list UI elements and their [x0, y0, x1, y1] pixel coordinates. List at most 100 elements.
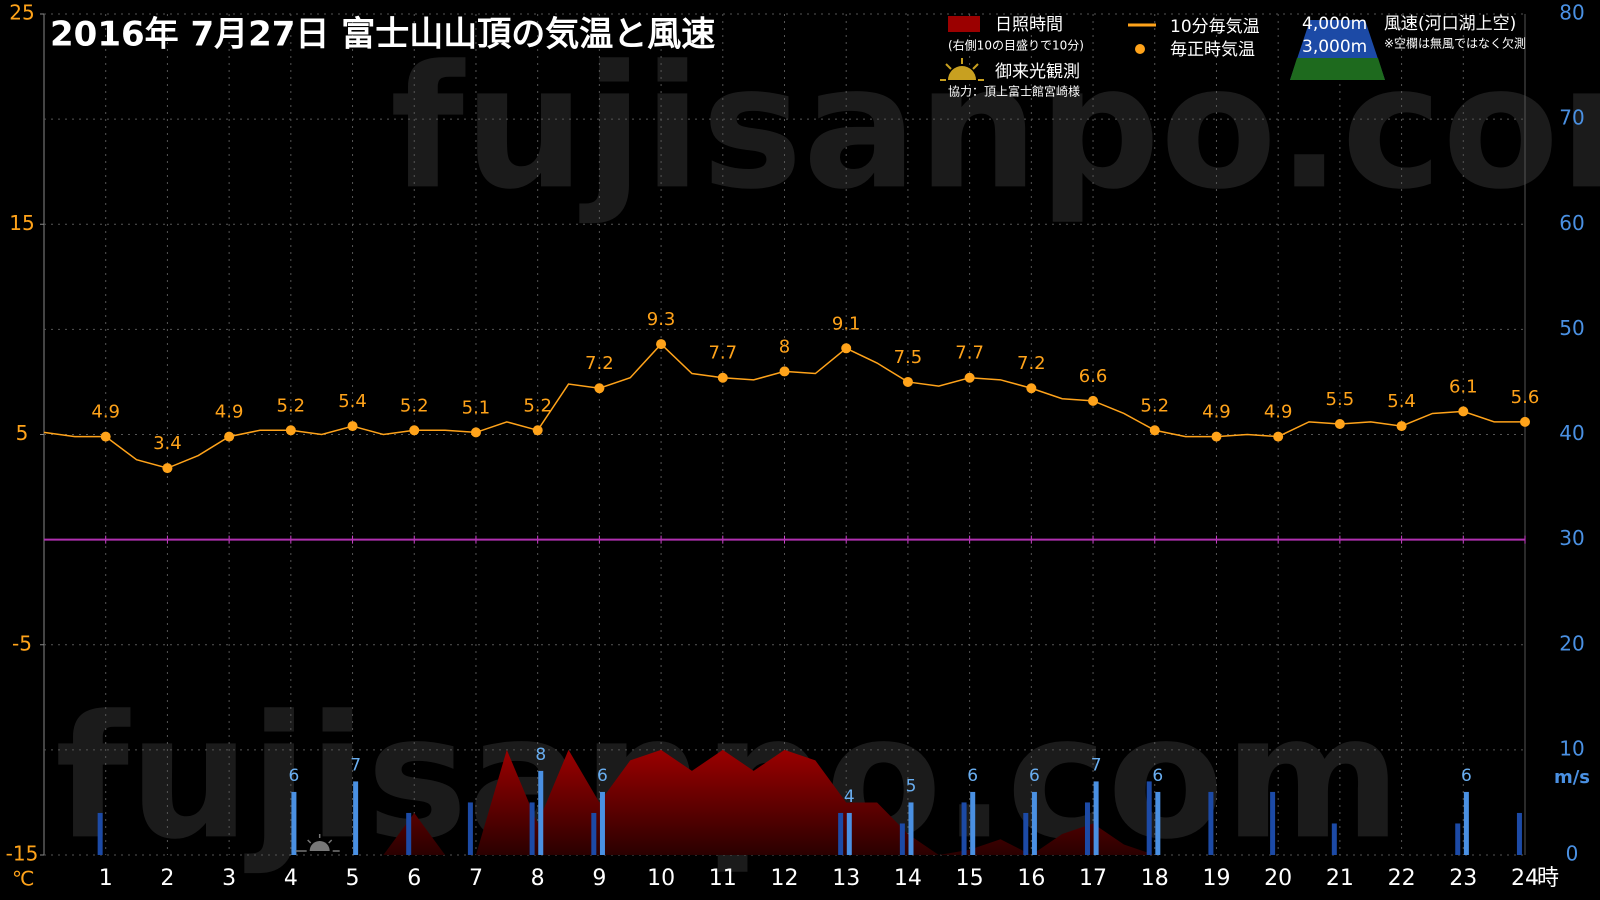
data-label: 5.1	[462, 397, 491, 418]
y2-tick-label: 70	[1559, 106, 1584, 130]
hourly-point	[1458, 406, 1469, 417]
x-tick-label: 6	[407, 866, 421, 891]
data-label: 5.2	[1140, 395, 1169, 416]
data-label: 7.7	[955, 343, 984, 364]
hourly-point	[285, 425, 296, 436]
hourly-point	[347, 421, 358, 432]
hourly-point	[1396, 421, 1407, 432]
data-label: 5.2	[523, 395, 552, 416]
wind-bar	[599, 791, 605, 855]
hourly-point	[532, 425, 543, 436]
wind-note: ※空欄は無風ではなく欠測	[1384, 36, 1526, 51]
wind-bar	[538, 770, 544, 855]
x-tick-label: 23	[1449, 866, 1477, 891]
wind-bar	[1084, 802, 1090, 855]
x-tick-label: 4	[284, 866, 298, 891]
y2-tick-label: 30	[1559, 526, 1584, 550]
data-label: 9.1	[832, 313, 861, 334]
credit: 協力：頂上富士館宮崎様	[948, 84, 1080, 99]
data-label: 8	[779, 336, 790, 357]
wind-bar	[1023, 812, 1029, 855]
wind-bar	[961, 802, 967, 855]
legend-label: 日照時間	[995, 15, 1063, 35]
chart-title: 2016年 7月27日 富士山山頂の気温と風速	[50, 15, 715, 55]
legend-label: 4,000m	[1302, 14, 1367, 34]
hourly-point	[779, 366, 790, 377]
wind-label: 7	[1091, 755, 1102, 775]
data-label: 5.5	[1326, 389, 1355, 410]
sunshine-area	[44, 749, 1525, 855]
x-tick-label: 10	[647, 866, 675, 891]
legend-swatch	[948, 16, 980, 32]
y-tick-label: -15	[6, 842, 39, 866]
wind-bar	[1331, 823, 1337, 855]
data-label: 4.9	[215, 402, 244, 423]
wind-label: 6	[289, 766, 300, 786]
y2-unit: m/s	[1554, 767, 1590, 788]
hourly-point	[1149, 425, 1160, 436]
wind-label: 7	[350, 755, 361, 775]
wind-bar	[97, 812, 103, 855]
x-tick-label: 16	[1017, 866, 1045, 891]
x-tick-label: 1	[99, 866, 113, 891]
data-label: 7.2	[585, 353, 614, 374]
data-label: 6.1	[1449, 376, 1478, 397]
legend-label: 3,000m	[1302, 37, 1367, 57]
y-tick-label: 25	[9, 1, 34, 25]
x-tick-label: 19	[1202, 866, 1230, 891]
hourly-point	[1520, 416, 1530, 427]
wind-bar	[406, 812, 412, 855]
wind-bar	[529, 802, 535, 855]
mountain-icon	[1290, 20, 1385, 80]
y2-tick-label: 10	[1559, 736, 1584, 760]
wind-label: 6	[1461, 766, 1472, 786]
x-tick-label: 20	[1264, 866, 1292, 891]
wind-bar	[1208, 791, 1214, 855]
wind-label: 6	[597, 766, 608, 786]
hourly-point	[1088, 395, 1099, 406]
wind-bar	[1455, 823, 1461, 855]
hourly-point	[902, 376, 913, 387]
legend-label: 10分毎気温	[1170, 17, 1260, 37]
wind-bar	[1463, 791, 1469, 855]
wind-bar	[1146, 781, 1152, 855]
data-label: 5.4	[338, 391, 367, 412]
sunrise-marker	[295, 834, 340, 852]
wind-bar	[1155, 791, 1161, 855]
data-label: 5.4	[1387, 391, 1416, 412]
hourly-point	[841, 343, 852, 354]
hourly-point	[594, 383, 605, 394]
y2-tick-label: 50	[1559, 316, 1584, 340]
y2-tick-label: 40	[1559, 421, 1584, 445]
data-label: 7.2	[1017, 353, 1046, 374]
hourly-point	[100, 431, 111, 442]
wind-bar	[353, 781, 359, 855]
x-tick-label: 5	[346, 866, 360, 891]
hourly-point	[470, 427, 481, 438]
y-unit: ℃	[12, 867, 34, 891]
sun-icon	[940, 58, 984, 81]
hourly-point	[1211, 431, 1222, 442]
data-label: 5.6	[1511, 387, 1540, 408]
data-label: 7.5	[894, 347, 923, 368]
x-unit: 時	[1537, 866, 1559, 891]
watermark: fujisanpo.com	[390, 29, 1600, 227]
wind-bar	[291, 791, 297, 855]
wind-label: 6	[1152, 766, 1163, 786]
y-tick-label: 5	[16, 421, 29, 445]
wind-bar	[838, 812, 844, 855]
hourly-point	[1026, 383, 1037, 394]
wind-label: 5	[906, 776, 917, 796]
x-tick-label: 18	[1141, 866, 1169, 891]
x-tick-label: 14	[894, 866, 922, 891]
data-label: 4.9	[1264, 402, 1293, 423]
y2-tick-label: 80	[1559, 1, 1584, 25]
data-label: 5.2	[400, 395, 429, 416]
y2-tick-label: 60	[1559, 211, 1584, 235]
x-tick-label: 3	[222, 866, 236, 891]
legend-label: 毎正時気温	[1170, 40, 1255, 60]
x-tick-label: 8	[531, 866, 545, 891]
x-tick-label: 7	[469, 866, 483, 891]
legend-note: (右側10の目盛りで10分)	[948, 38, 1084, 53]
